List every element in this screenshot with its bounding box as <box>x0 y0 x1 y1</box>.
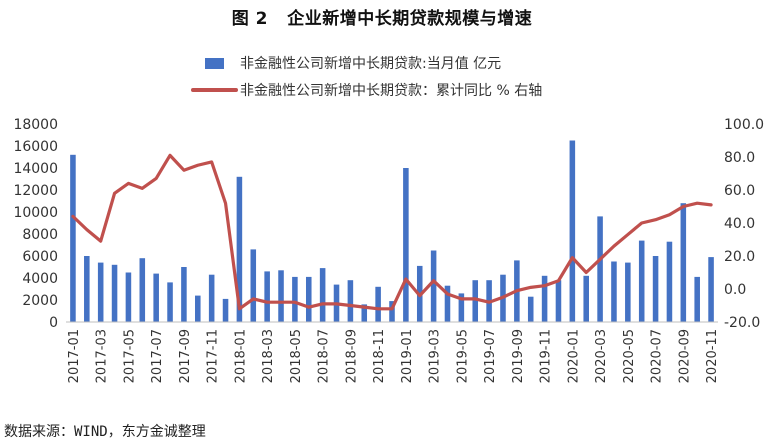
bar <box>680 203 687 322</box>
left-tick-label: 14000 <box>13 161 58 177</box>
x-tick-label: 2017-03 <box>95 329 110 383</box>
bar <box>638 240 645 322</box>
x-tick-label: 2020-09 <box>677 329 692 383</box>
bar <box>597 216 603 322</box>
x-tick-label: 2017-01 <box>67 329 82 383</box>
bar <box>708 257 714 322</box>
right-tick-label: 60.0 <box>724 183 755 199</box>
x-tick-label: 2019-11 <box>539 329 554 383</box>
x-tick-label: 2018-01 <box>233 329 248 383</box>
right-axis-ticks: -20.0 0.0 20.0 40.0 60.0 80.0 100.0 <box>724 117 764 331</box>
right-tick-label: 0.0 <box>724 282 746 298</box>
bar <box>694 276 700 322</box>
x-axis-ticks: 2017-01 2017-03 2017-05 2017-07 2017-09 2017-… <box>67 329 720 383</box>
line-series <box>71 153 713 311</box>
bar <box>278 270 284 322</box>
bar <box>375 286 381 322</box>
bar <box>153 273 159 322</box>
bar <box>458 293 465 322</box>
x-tick-label: 2018-09 <box>344 329 359 383</box>
left-tick-label: 16000 <box>13 139 58 155</box>
left-tick-label: 6000 <box>22 249 58 265</box>
left-tick-label: 12000 <box>13 183 58 199</box>
left-tick-label: 4000 <box>22 271 58 287</box>
x-tick-label: 2020-11 <box>705 329 720 383</box>
x-tick-label: 2017-07 <box>150 329 165 383</box>
x-tick-label: 2017-05 <box>122 329 137 383</box>
left-tick-label: 10000 <box>13 205 58 221</box>
bar <box>361 304 368 322</box>
bar <box>264 271 270 322</box>
bar <box>555 280 562 322</box>
bar <box>652 256 659 322</box>
bar <box>208 274 215 322</box>
legend-bar-swatch <box>205 58 224 69</box>
left-tick-label: 2000 <box>22 293 58 309</box>
bar <box>403 168 409 322</box>
bar <box>472 280 479 322</box>
right-tick-label: 20.0 <box>724 249 755 265</box>
left-axis-ticks: 0 2000 4000 6000 8000 10000 12000 14000 16000 180… <box>13 117 58 331</box>
bar <box>167 282 173 322</box>
bar <box>125 272 132 322</box>
bar <box>319 268 326 322</box>
bar <box>444 285 451 322</box>
bar <box>541 275 548 322</box>
bar <box>222 298 229 322</box>
legend-line-label: 非金融性公司新增中长期贷款：累计同比 % 右轴 <box>240 83 542 99</box>
bar <box>195 295 201 322</box>
x-tick-label: 2017-11 <box>206 329 221 383</box>
x-tick-label: 2018-05 <box>289 329 304 383</box>
bar <box>527 296 534 322</box>
x-tick-label: 2017-09 <box>178 329 193 383</box>
bar-series <box>70 140 714 322</box>
chart-title: 图 2 企业新增中长期贷款规模与增速 <box>231 9 533 29</box>
bar <box>569 140 576 322</box>
bar <box>84 256 90 322</box>
x-tick-label: 2020-01 <box>566 329 581 383</box>
right-tick-label: 100.0 <box>724 117 764 133</box>
legend-bar-label: 非金融性公司新增中长期贷款:当月值 亿元 <box>240 56 501 72</box>
bar <box>666 241 673 322</box>
x-tick-label: 2019-09 <box>511 329 526 383</box>
bar <box>292 276 298 322</box>
bar <box>611 261 617 322</box>
x-tick-label: 2018-03 <box>261 329 276 383</box>
x-tick-label: 2019-07 <box>483 329 498 383</box>
x-tick-label: 2020-05 <box>622 329 637 383</box>
bar <box>111 264 118 322</box>
bar <box>250 249 257 322</box>
x-tick-label: 2019-03 <box>428 329 443 383</box>
left-tick-label: 18000 <box>13 117 58 133</box>
bar <box>347 280 354 322</box>
chart-source: 数据来源：WIND，东方金诚整理 <box>4 424 206 440</box>
x-tick-label: 2020-07 <box>650 329 665 383</box>
bar <box>305 276 312 322</box>
bar <box>139 258 146 322</box>
bar <box>389 301 395 322</box>
x-tick-label: 2020-03 <box>594 329 609 383</box>
right-tick-label: 40.0 <box>724 216 755 232</box>
bar <box>181 267 187 322</box>
x-tick-label: 2018-11 <box>372 329 387 383</box>
bar <box>70 154 76 322</box>
left-tick-label: 0 <box>49 315 58 331</box>
right-tick-label: 80.0 <box>724 150 755 166</box>
bar <box>430 250 437 322</box>
bar <box>583 275 589 322</box>
legend: 非金融性公司新增中长期贷款:当月值 亿元 非金融性公司新增中长期贷款：累计同比 … <box>191 56 542 99</box>
x-tick-label: 2018-07 <box>317 329 332 383</box>
bar <box>97 262 104 322</box>
bar <box>625 262 631 322</box>
x-tick-label: 2019-01 <box>400 329 415 383</box>
right-tick-label: -20.0 <box>724 315 760 331</box>
left-tick-label: 8000 <box>22 227 58 243</box>
x-tick-label: 2019-05 <box>455 329 470 383</box>
bar <box>236 176 243 322</box>
